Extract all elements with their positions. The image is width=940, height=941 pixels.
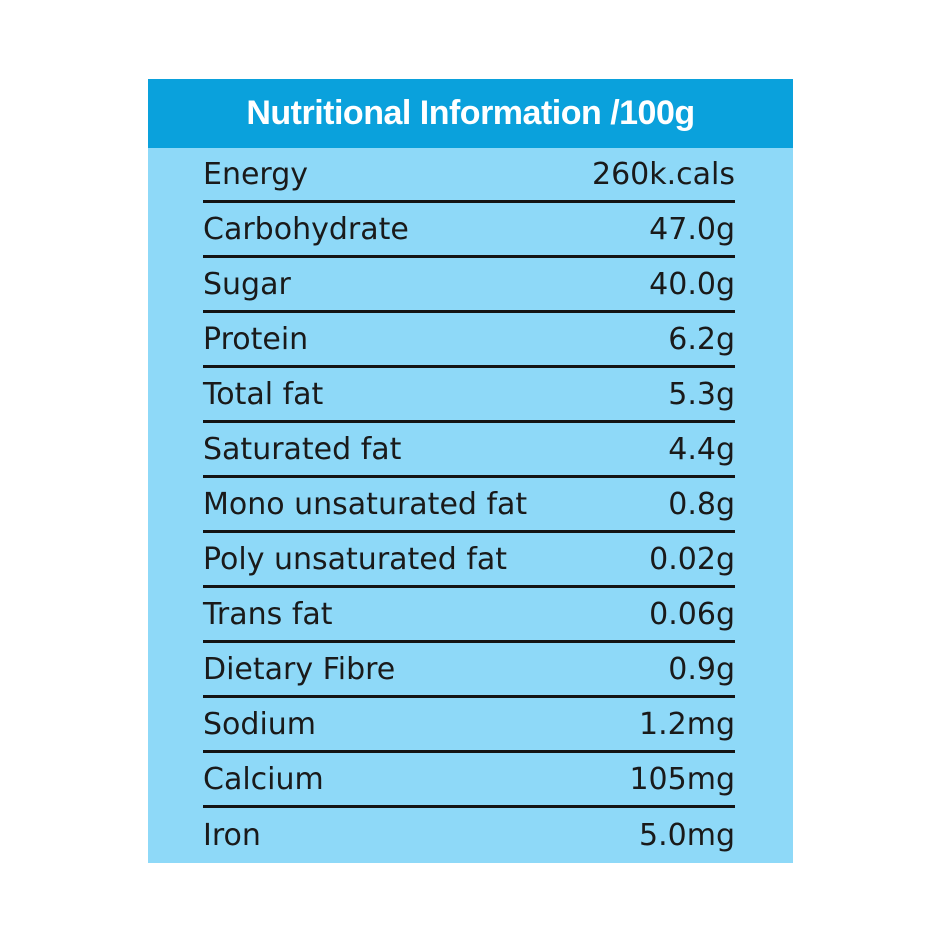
page-title: Nutritional Information /100g	[246, 94, 695, 132]
nutrient-label: Poly unsaturated fat	[203, 541, 508, 577]
nutrition-table: Energy 260k.cals Carbohydrate 47.0g Suga…	[148, 148, 793, 863]
nutrient-row: Sodium 1.2mg	[203, 698, 735, 753]
nutrient-value: 6.2g	[668, 321, 735, 357]
nutrient-value: 1.2mg	[639, 706, 735, 742]
nutrient-row: Iron 5.0mg	[203, 808, 735, 863]
nutrient-label: Total fat	[203, 376, 324, 412]
panel-header: Nutritional Information /100g	[148, 79, 793, 148]
nutrient-row: Calcium 105mg	[203, 753, 735, 808]
nutrient-value: 0.9g	[668, 651, 735, 687]
nutrient-row: Mono unsaturated fat 0.8g	[203, 478, 735, 533]
nutrient-value: 0.02g	[649, 541, 735, 577]
nutrient-value: 260k.cals	[591, 156, 735, 192]
nutrient-label: Saturated fat	[203, 431, 402, 467]
nutrient-label: Protein	[203, 321, 309, 357]
nutrient-label: Carbohydrate	[203, 211, 409, 247]
nutrition-label-panel: Nutritional Information /100g Energy 260…	[148, 79, 793, 863]
nutrient-value: 5.0mg	[639, 818, 735, 853]
nutrient-row: Dietary Fibre 0.9g	[203, 643, 735, 698]
nutrient-value: 0.06g	[649, 596, 735, 632]
nutrient-value: 105mg	[629, 761, 735, 797]
nutrient-label: Mono unsaturated fat	[203, 486, 528, 522]
nutrient-row: Saturated fat 4.4g	[203, 423, 735, 478]
nutrient-label: Iron	[203, 818, 261, 853]
nutrient-row: Carbohydrate 47.0g	[203, 203, 735, 258]
nutrient-row: Protein 6.2g	[203, 313, 735, 368]
nutrient-label: Trans fat	[203, 596, 333, 632]
nutrient-value: 0.8g	[668, 486, 735, 522]
nutrient-label: Energy	[203, 156, 309, 192]
nutrient-label: Calcium	[203, 761, 324, 797]
nutrient-label: Sodium	[203, 706, 317, 742]
nutrient-value: 40.0g	[649, 266, 735, 302]
nutrient-value: 47.0g	[649, 211, 735, 247]
nutrient-row: Poly unsaturated fat 0.02g	[203, 533, 735, 588]
nutrient-row: Trans fat 0.06g	[203, 588, 735, 643]
nutrient-row: Sugar 40.0g	[203, 258, 735, 313]
nutrient-value: 5.3g	[668, 376, 735, 412]
nutrient-label: Dietary Fibre	[203, 651, 396, 687]
nutrient-row: Energy 260k.cals	[203, 148, 735, 203]
nutrient-label: Sugar	[203, 266, 291, 302]
nutrient-value: 4.4g	[668, 431, 735, 467]
nutrient-row: Total fat 5.3g	[203, 368, 735, 423]
